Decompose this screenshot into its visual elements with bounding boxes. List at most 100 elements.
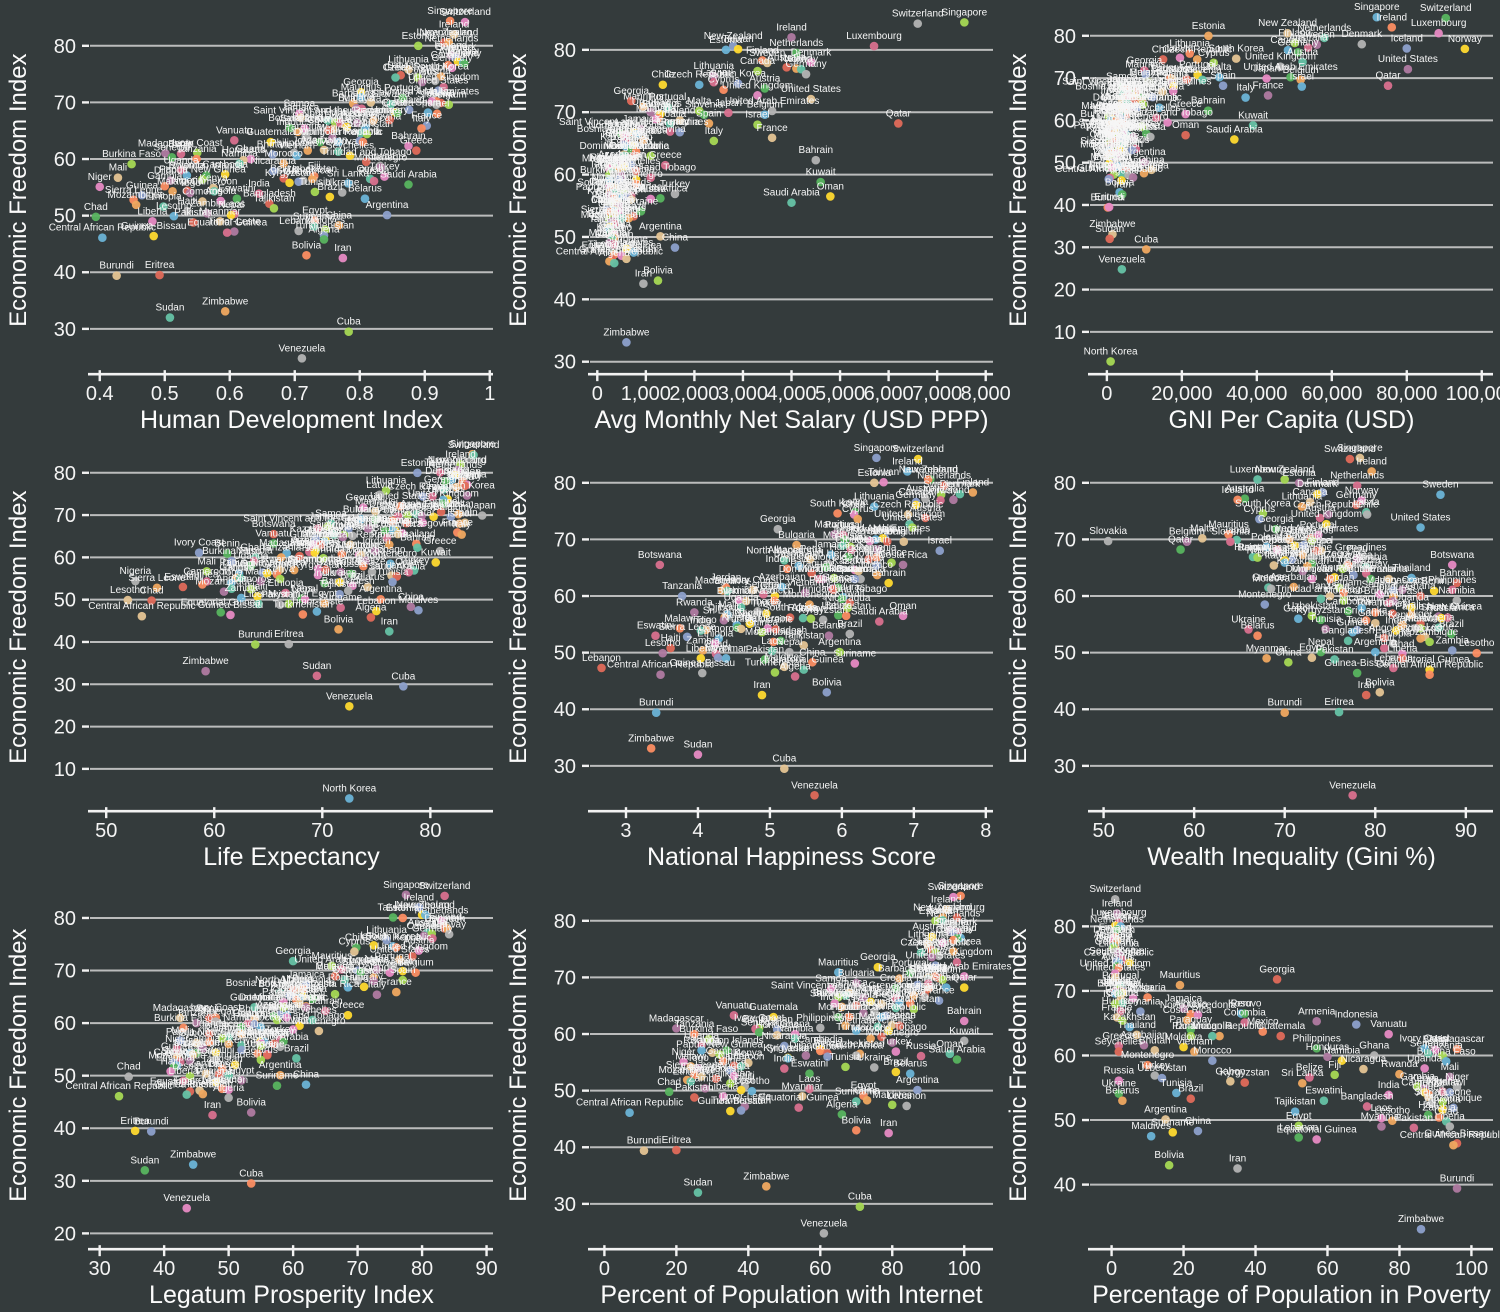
data-point bbox=[872, 453, 881, 463]
data-point-label: Spain bbox=[864, 535, 890, 546]
data-point bbox=[372, 990, 382, 999]
data-point-label: Pakistan bbox=[1093, 153, 1131, 164]
data-point-label: Panama bbox=[344, 127, 382, 138]
data-point-label: Haiti bbox=[602, 217, 622, 228]
data-point bbox=[182, 1089, 192, 1099]
data-point-label: Nigeria bbox=[1099, 129, 1131, 140]
data-point bbox=[1322, 520, 1331, 529]
data-point bbox=[726, 1106, 735, 1115]
data-point bbox=[931, 916, 940, 925]
data-point bbox=[149, 231, 158, 241]
data-point bbox=[176, 166, 186, 175]
y-tick-label: 80 bbox=[554, 910, 576, 932]
data-point bbox=[660, 160, 670, 170]
data-point-label: Georgia bbox=[346, 493, 382, 504]
data-point bbox=[1377, 1121, 1386, 1131]
data-point-label: Armenia bbox=[605, 127, 643, 138]
data-point-label: Philippines bbox=[270, 138, 318, 149]
data-point bbox=[1150, 1070, 1160, 1080]
data-point-label: Albania bbox=[768, 545, 802, 556]
data-point-label: Belgium bbox=[925, 964, 961, 975]
data-point bbox=[807, 569, 816, 579]
data-point-label: South Korea bbox=[710, 69, 766, 80]
data-point-label: Chile bbox=[651, 70, 674, 81]
data-point-label: Singapore bbox=[942, 7, 988, 18]
data-point-label: North Korea bbox=[1084, 346, 1138, 357]
data-point-label: Portugal bbox=[384, 83, 421, 94]
data-point-label: Austria bbox=[1101, 951, 1133, 962]
data-point-label: Austria bbox=[1287, 47, 1319, 58]
data-point bbox=[386, 99, 396, 109]
data-point-label: Czech Republic bbox=[1162, 44, 1232, 55]
data-point bbox=[1294, 1121, 1303, 1130]
data-point-label: Chile bbox=[345, 932, 368, 943]
data-point bbox=[254, 599, 263, 609]
data-point-label: Kuwait bbox=[421, 548, 451, 559]
data-point bbox=[451, 483, 461, 492]
plot-avg-monthly-net-salary: 30 40 50 60 70 80 0 1,000 2,000 3,000 4,000 5,000 6,… bbox=[500, 0, 1011, 437]
data-point bbox=[440, 891, 449, 900]
y-tick-label: 40 bbox=[1054, 700, 1076, 722]
data-point-label: Togo bbox=[695, 615, 717, 626]
data-point-label: Argentina bbox=[1123, 147, 1166, 158]
y-tick-label: 70 bbox=[554, 102, 576, 124]
data-point-label: Qatar bbox=[332, 965, 358, 976]
data-point-label: Spain bbox=[1108, 987, 1134, 998]
data-point bbox=[340, 975, 349, 984]
data-point bbox=[1197, 534, 1207, 543]
data-point-label: Australia bbox=[1094, 929, 1133, 940]
data-point bbox=[393, 108, 402, 118]
x-axis-title: National Happiness Score bbox=[647, 843, 936, 871]
data-point-label: Equatorial Guinea bbox=[582, 241, 662, 252]
data-point bbox=[622, 338, 631, 347]
data-point-label: Luxembourg bbox=[1230, 465, 1286, 476]
data-point-label: Malta bbox=[1207, 62, 1232, 73]
data-point bbox=[927, 952, 937, 961]
data-point bbox=[833, 1012, 843, 1021]
data-point-label: Netherlands bbox=[917, 471, 971, 482]
data-point-label: Germany bbox=[1277, 37, 1318, 48]
data-point bbox=[330, 971, 340, 981]
data-point bbox=[851, 1125, 861, 1135]
data-point-label: Kosovo bbox=[605, 119, 639, 130]
data-point-label: Trinidad and Tobago bbox=[1276, 584, 1367, 595]
data-point-label: Portugal bbox=[423, 497, 460, 508]
y-axis-title: Economic Freedom Index bbox=[1005, 928, 1032, 1201]
data-point-label: Togo bbox=[221, 568, 243, 579]
data-point-label: Bosnia and Herzegovina bbox=[577, 124, 686, 135]
data-point-label: Guinea bbox=[126, 180, 159, 191]
data-point bbox=[1233, 495, 1242, 505]
y-tick-label: 30 bbox=[54, 319, 76, 341]
data-point bbox=[837, 1002, 847, 1011]
data-point bbox=[320, 579, 329, 588]
data-point-label: Algeria bbox=[826, 1099, 858, 1110]
data-point bbox=[905, 1069, 915, 1078]
data-point-label: Bhutan bbox=[326, 539, 358, 550]
data-point bbox=[1168, 86, 1178, 96]
data-point-label: Italy bbox=[412, 113, 430, 124]
data-point-label: Moldova bbox=[814, 574, 852, 585]
data-point bbox=[1146, 132, 1155, 142]
data-point bbox=[1241, 93, 1250, 102]
data-point bbox=[1352, 555, 1362, 564]
data-point-label: Jamaica bbox=[287, 969, 325, 980]
data-point-label: Laos bbox=[223, 199, 245, 210]
data-point bbox=[166, 1066, 175, 1076]
data-point-label: Norway bbox=[1345, 486, 1379, 497]
data-point-label: Croatia bbox=[1106, 988, 1139, 999]
data-point-label: Mexico bbox=[1247, 1016, 1279, 1027]
data-point-label: Slovakia bbox=[851, 526, 889, 537]
data-point-label: Burkina Faso bbox=[1080, 109, 1139, 120]
data-point bbox=[1280, 475, 1290, 485]
data-point-label: Spain bbox=[415, 98, 441, 109]
data-point-label: France bbox=[923, 985, 955, 996]
data-point bbox=[1276, 1031, 1286, 1041]
data-point-label: Montenegro bbox=[292, 1016, 346, 1027]
data-point-label: Honduras bbox=[600, 161, 643, 172]
data-point bbox=[639, 135, 648, 145]
data-point bbox=[1118, 1015, 1127, 1025]
data-point bbox=[1449, 1103, 1458, 1112]
data-point-label: Belgium bbox=[1169, 527, 1205, 538]
data-point-label: Tajikistan bbox=[589, 214, 630, 225]
data-point-label: Iceland bbox=[1099, 930, 1131, 941]
